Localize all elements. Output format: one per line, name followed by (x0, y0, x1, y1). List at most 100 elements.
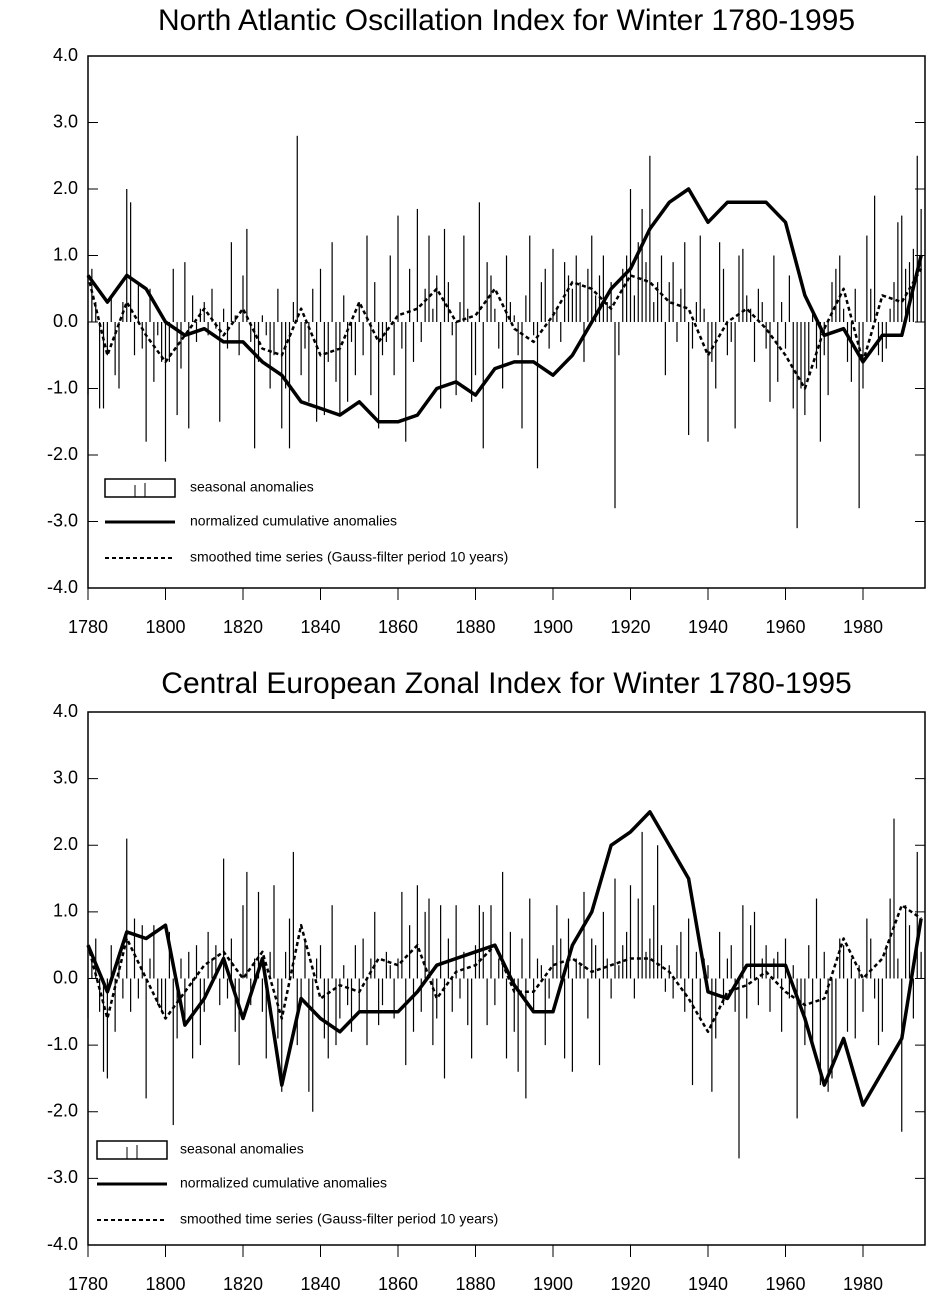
y-tick-label: -1.0 (47, 1034, 78, 1054)
anomaly-bar (362, 938, 364, 979)
anomaly-bar (843, 308, 845, 322)
anomaly-bar (653, 905, 655, 979)
anomaly-bar (699, 235, 701, 322)
anomaly-bar (137, 978, 139, 999)
anomaly-bar (641, 208, 643, 322)
anomaly-bar (784, 322, 787, 349)
anomaly-bar (536, 958, 539, 979)
anomaly-bar (292, 851, 294, 979)
anomaly-bar (505, 978, 508, 1059)
legend-label: smoothed time series (Gauss-filter perio… (190, 549, 508, 565)
anomaly-bar (800, 322, 802, 389)
anomaly-bar (819, 978, 821, 1086)
anomaly-bar (180, 958, 182, 979)
anomaly-bar (606, 302, 608, 322)
anomaly-bar (172, 978, 174, 1126)
legend-label: seasonal anomalies (190, 479, 314, 495)
anomaly-bar (649, 938, 651, 979)
anomaly-bar (114, 322, 116, 376)
anomaly-bar (750, 308, 752, 322)
anomaly-bar (719, 931, 721, 979)
anomaly-bar (521, 322, 523, 429)
anomaly-bar (335, 322, 337, 382)
anomaly-bar (447, 282, 449, 322)
anomaly-bar (502, 871, 504, 979)
anomaly-bar (478, 905, 480, 979)
anomaly-bar (734, 322, 736, 429)
anomaly-bar (161, 978, 163, 1012)
anomaly-bar (168, 931, 170, 979)
anomaly-bar (502, 322, 504, 389)
anomaly-bar (106, 978, 108, 1079)
anomaly-bar (556, 308, 558, 322)
anomaly-bar (583, 891, 585, 979)
anomaly-bar (285, 322, 287, 389)
anomaly-bar (908, 925, 911, 979)
anomaly-bar (261, 978, 263, 1012)
anomaly-bar (618, 322, 620, 356)
y-tick-label: 4.0 (53, 45, 78, 65)
anomaly-bar (242, 275, 244, 322)
anomaly-bar (719, 242, 721, 322)
x-tick-label: 1800 (145, 1274, 185, 1294)
anomaly-bar (304, 938, 306, 979)
anomaly-bar (819, 322, 821, 442)
anomaly-bar (316, 322, 318, 422)
anomaly-bar (95, 938, 97, 979)
anomaly-bar (602, 255, 604, 322)
anomaly-bar (106, 322, 108, 356)
anomaly-bar (451, 322, 453, 336)
anomaly-bar (866, 235, 868, 322)
legend-swatch (96, 1140, 168, 1160)
anomaly-bar (153, 925, 155, 979)
y-tick-label: -3.0 (47, 510, 78, 530)
anomaly-bar (889, 898, 891, 979)
anomaly-bar (490, 905, 492, 979)
anomaly-bar (637, 898, 639, 979)
anomaly-bar (374, 911, 376, 979)
anomaly-bar (176, 322, 178, 416)
anomaly-bar (323, 978, 325, 1039)
anomaly-bar (812, 308, 814, 322)
anomaly-bar (149, 288, 151, 322)
anomaly-bar (126, 838, 128, 979)
anomaly-bar (459, 302, 461, 322)
anomaly-bar (269, 951, 271, 979)
anomaly-bar (192, 978, 194, 1059)
anomaly-bar (378, 978, 380, 1026)
anomaly-bar (385, 951, 387, 979)
anomaly-bar (788, 978, 790, 999)
x-tick-label: 1920 (610, 617, 650, 637)
anomaly-bar (905, 905, 907, 979)
anomaly-bar (354, 945, 356, 979)
y-tick-label: 1.0 (53, 244, 78, 264)
anomaly-bar (401, 322, 403, 349)
anomaly-bar (308, 322, 310, 402)
anomaly-bar (567, 918, 570, 979)
anomaly-bar (874, 195, 876, 322)
anomaly-bar (122, 978, 124, 999)
anomaly-bar (521, 938, 523, 979)
anomaly-bar (474, 322, 477, 376)
anomaly-bar (564, 978, 566, 1059)
anomaly-bar (854, 978, 856, 1039)
anomaly-bar (846, 322, 849, 362)
x-tick-label: 1780 (68, 617, 108, 637)
anomaly-bar (412, 322, 415, 362)
anomaly-bar (773, 958, 775, 979)
anomaly-bar (796, 978, 798, 1119)
anomaly-bar (908, 262, 911, 322)
anomaly-bar (91, 958, 93, 979)
anomaly-bar (614, 878, 616, 979)
anomaly-bar (91, 268, 93, 322)
anomaly-bar (110, 945, 112, 979)
anomaly-bar (835, 268, 837, 322)
anomaly-bar (370, 958, 372, 979)
y-tick-label: 2.0 (53, 834, 78, 854)
anomaly-bar (319, 268, 322, 322)
anomaly-bar (548, 322, 550, 349)
anomaly-bar (393, 978, 395, 1019)
anomaly-bar (381, 978, 384, 1006)
anomaly-bar (126, 189, 128, 322)
y-tick-label: 1.0 (53, 901, 78, 921)
